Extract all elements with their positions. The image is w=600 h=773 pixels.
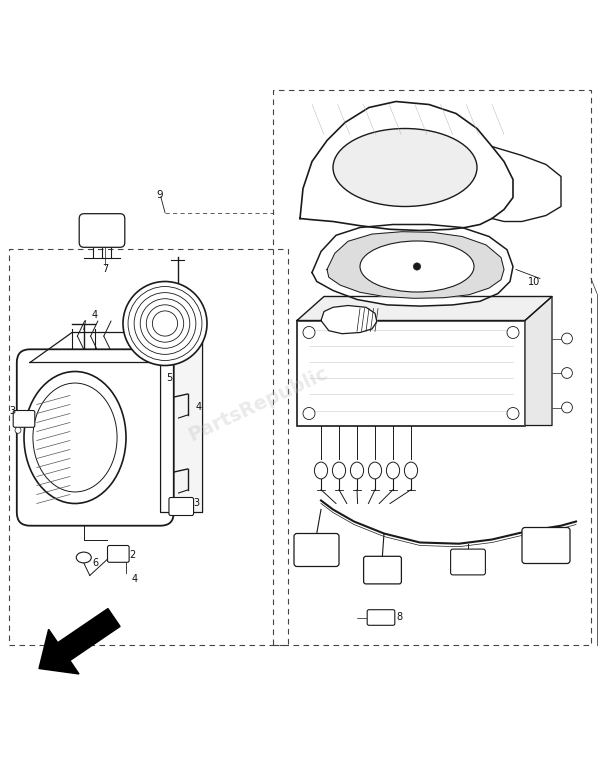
Ellipse shape: [386, 462, 400, 479]
Ellipse shape: [24, 372, 126, 503]
Text: 4: 4: [132, 574, 138, 584]
Ellipse shape: [360, 241, 474, 292]
Polygon shape: [297, 297, 552, 321]
Circle shape: [507, 407, 519, 420]
Polygon shape: [321, 305, 377, 334]
FancyBboxPatch shape: [294, 533, 339, 567]
FancyBboxPatch shape: [169, 498, 194, 516]
Ellipse shape: [76, 552, 91, 563]
Polygon shape: [39, 608, 120, 674]
Circle shape: [562, 333, 572, 344]
Polygon shape: [327, 232, 504, 298]
Bar: [297, 321, 525, 425]
Polygon shape: [492, 147, 561, 222]
Ellipse shape: [332, 462, 346, 479]
FancyBboxPatch shape: [107, 546, 129, 562]
Ellipse shape: [404, 462, 418, 479]
Text: 7: 7: [102, 264, 108, 274]
Ellipse shape: [33, 383, 117, 492]
Polygon shape: [30, 332, 203, 363]
Ellipse shape: [333, 128, 477, 206]
Text: 5: 5: [166, 373, 172, 383]
Text: 3: 3: [9, 406, 15, 416]
FancyBboxPatch shape: [79, 213, 125, 247]
Polygon shape: [525, 297, 552, 425]
Text: 4: 4: [92, 309, 98, 319]
Circle shape: [15, 427, 21, 434]
Text: 4: 4: [196, 403, 202, 413]
Text: 9: 9: [156, 189, 163, 199]
Circle shape: [303, 326, 315, 339]
Text: 3: 3: [194, 499, 200, 509]
Circle shape: [413, 263, 421, 270]
FancyBboxPatch shape: [13, 410, 35, 427]
Circle shape: [562, 368, 572, 379]
Circle shape: [562, 402, 572, 413]
FancyBboxPatch shape: [522, 527, 570, 564]
Text: 8: 8: [396, 612, 402, 622]
FancyBboxPatch shape: [364, 557, 401, 584]
Ellipse shape: [368, 462, 382, 479]
FancyBboxPatch shape: [367, 610, 395, 625]
Text: PartsRepublic: PartsRepublic: [185, 364, 331, 445]
Text: 2: 2: [129, 550, 136, 560]
Polygon shape: [300, 101, 513, 230]
Ellipse shape: [314, 462, 328, 479]
Circle shape: [303, 407, 315, 420]
Text: 6: 6: [92, 559, 98, 568]
Ellipse shape: [350, 462, 364, 479]
Text: 10: 10: [528, 277, 540, 287]
Polygon shape: [312, 224, 513, 306]
Circle shape: [123, 281, 207, 366]
FancyBboxPatch shape: [17, 349, 174, 526]
Circle shape: [507, 326, 519, 339]
FancyBboxPatch shape: [451, 549, 485, 575]
Polygon shape: [161, 332, 203, 512]
